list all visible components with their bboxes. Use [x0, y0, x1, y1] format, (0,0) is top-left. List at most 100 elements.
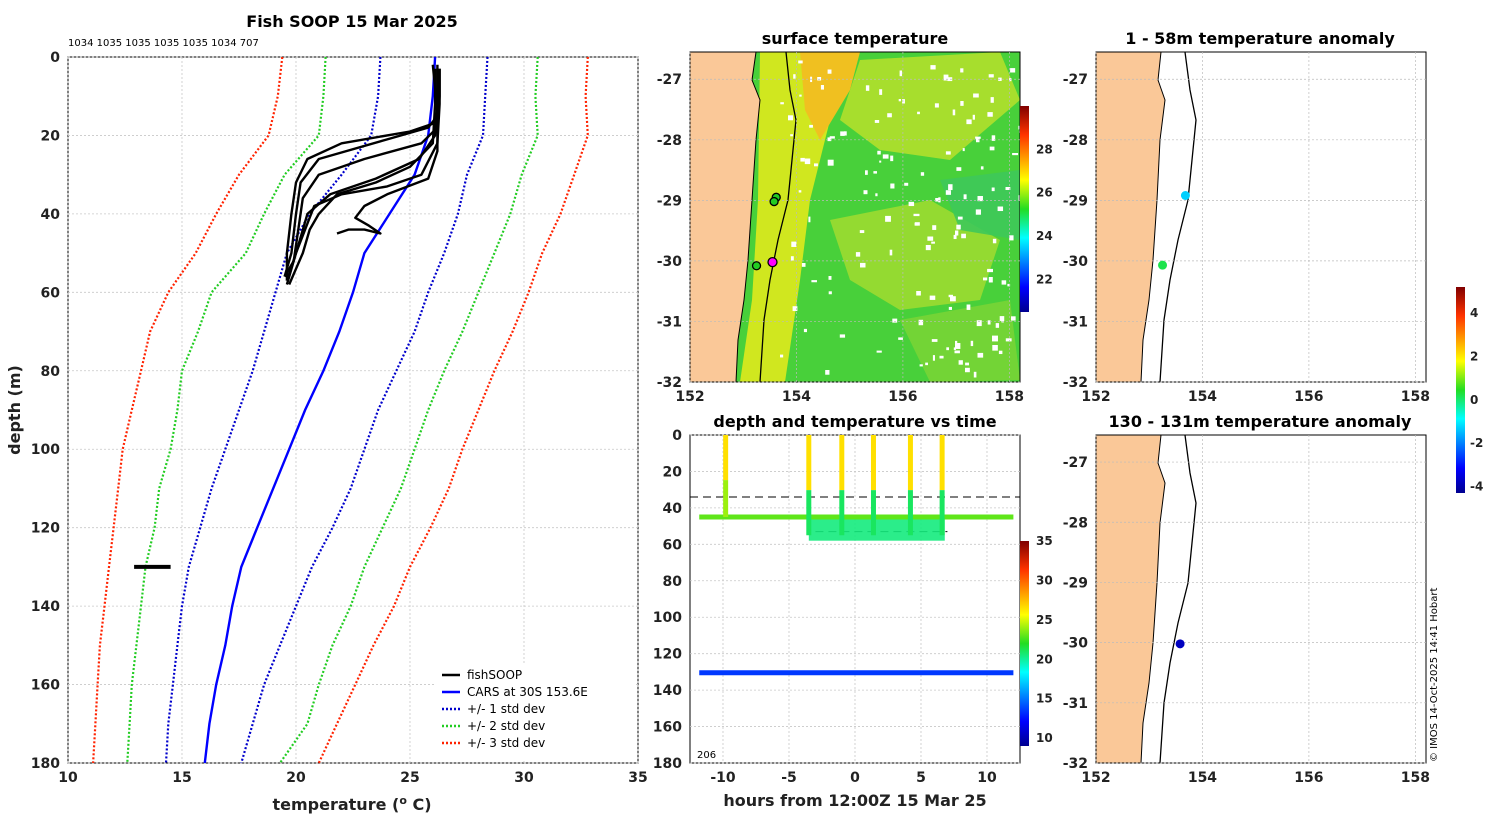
sst-colorbar [1020, 106, 1029, 312]
sst-cloud-pixel [1010, 68, 1016, 73]
dt-colorbar-tick: 35 [1036, 534, 1053, 548]
sst-cloud-pixel [956, 224, 961, 230]
sst-cloud-pixel [792, 306, 798, 312]
dt-ytick: 160 [653, 720, 682, 736]
anom1-ytick: -28 [1063, 133, 1088, 149]
sst-cloud-pixel [973, 93, 979, 98]
sst-cloud-pixel [916, 291, 921, 296]
dt-ytick: 120 [653, 647, 682, 663]
legend-sd1: +/- 1 std dev [467, 702, 545, 716]
sst-cloud-pixel [947, 77, 953, 82]
profile-lines [92, 56, 589, 764]
profile-xtick: 20 [286, 770, 306, 786]
anom2-ytick: -32 [1063, 756, 1088, 772]
profile-cars-mean [203, 56, 437, 764]
anom1-ytick: -27 [1063, 72, 1088, 88]
sst-cloud-pixel [919, 364, 923, 367]
sst-colorbar-tick: 26 [1036, 186, 1053, 200]
profile-sd1-lower [164, 56, 382, 764]
dt-ytick: 80 [663, 574, 683, 590]
sst-cloud-pixel [803, 328, 807, 333]
sst-cloud-pixel [790, 256, 794, 261]
sst-cloud-mask [780, 60, 1020, 378]
anomaly-colorbar [1456, 287, 1465, 493]
sst-cloud-pixel [892, 318, 898, 323]
dt-xtick: 5 [916, 770, 926, 786]
sst-cloud-pixel [918, 319, 924, 326]
sst-cloud-pixel [791, 241, 797, 247]
sst-cloud-pixel [925, 245, 931, 251]
sst-cloud-pixel [913, 213, 920, 217]
dt-xtick: -5 [781, 770, 797, 786]
dt-xtick: 0 [850, 770, 860, 786]
sst-cloud-pixel [780, 102, 784, 105]
sst-cloud-pixel [972, 114, 975, 120]
anom1-ytick: -29 [1063, 193, 1088, 209]
legend-sd2: +/- 2 std dev [467, 719, 545, 733]
dt-xtick: -10 [710, 770, 736, 786]
sst-cloud-pixel [970, 340, 974, 347]
sst-cloud-pixel [980, 166, 984, 170]
anom2-title: 130 - 131m temperature anomaly [1109, 412, 1412, 431]
profile-ytick: 0 [50, 50, 60, 66]
profile-grid [67, 56, 639, 764]
sst-cloud-pixel [828, 291, 832, 295]
legend-cars: CARS at 30S 153.6E [467, 685, 588, 699]
sst-ytick: -30 [657, 254, 683, 270]
sst-cloud-pixel [992, 345, 998, 351]
profile-ytick: 120 [31, 521, 60, 537]
dt-ytick: 180 [653, 756, 682, 772]
sst-cloud-pixel [988, 277, 993, 283]
sst-cloud-pixel [938, 197, 941, 203]
profile-sd1-upper [240, 56, 489, 764]
sst-cloud-pixel [908, 201, 915, 207]
profile-legend: fishSOOP CARS at 30S 153.6E +/- 1 std de… [436, 665, 636, 761]
sst-cloud-pixel [955, 343, 961, 349]
anom2-xtick: 154 [1188, 770, 1217, 786]
anom2-points [1175, 639, 1185, 649]
sst-colorbar-tick: 22 [1036, 272, 1053, 286]
sst-cloud-pixel [927, 236, 934, 241]
dt-ytick: 60 [663, 537, 683, 553]
sst-cloud-pixel [992, 335, 998, 342]
profile-ytick: 80 [41, 364, 61, 380]
sst-cloud-pixel [945, 190, 951, 195]
sst-cloud-pixel [991, 187, 995, 192]
sst-cloud-pixel [966, 304, 971, 310]
sst-cloud-pixel [817, 77, 822, 81]
sst-cloud-pixel [955, 230, 959, 236]
sst-cloud-pixel [889, 249, 893, 256]
sst-cloud-pixel [975, 209, 981, 215]
anom2-grid: 152 154 156 158 -27 -28 -29 -30 -31 -32 [1063, 435, 1430, 786]
profile-ytick: 60 [41, 285, 61, 301]
profile-sd3-lower [92, 56, 284, 764]
profile-panel: Fish SOOP 15 Mar 2025 1034 1035 1035 103… [5, 12, 648, 814]
depth-time-panel: depth and temperature vs time -10 -5 0 5 100… [653, 412, 1053, 810]
sst-cloud-pixel [1018, 125, 1020, 130]
dt-ytick: 0 [672, 428, 682, 444]
sst-image [690, 52, 1020, 382]
anomaly-colorbar-tick: -2 [1470, 436, 1483, 450]
sst-cloud-pixel [956, 167, 962, 171]
sst-cloud-pixel [1011, 316, 1016, 321]
sst-ytick: -28 [657, 133, 682, 149]
profile-xtick: 35 [628, 770, 647, 786]
sst-cloud-pixel [855, 252, 861, 257]
sst-cloud-pixel [945, 151, 951, 155]
credit-text: © IMOS 14-Oct-2025 14:41 Hobart [1429, 587, 1440, 762]
profile-ylabel: depth (m) [5, 365, 24, 455]
sst-cloud-pixel [932, 225, 937, 230]
sst-cloud-pixel [898, 99, 901, 102]
sst-cloud-pixel [798, 60, 803, 64]
sst-cloud-pixel [954, 350, 960, 354]
dt-deep-cast-band [808, 517, 945, 541]
sst-cloud-pixel [843, 131, 847, 136]
sst-station-marker [767, 256, 778, 268]
sst-title: surface temperature [762, 29, 949, 48]
sst-cloud-pixel [953, 347, 956, 350]
sst-cloud-pixel [934, 103, 939, 108]
sst-cloud-pixel [904, 182, 909, 186]
profile-fishsoop-cast [336, 68, 439, 235]
profile-title: Fish SOOP 15 Mar 2025 [246, 12, 457, 31]
dt-ytick: 100 [653, 610, 682, 626]
